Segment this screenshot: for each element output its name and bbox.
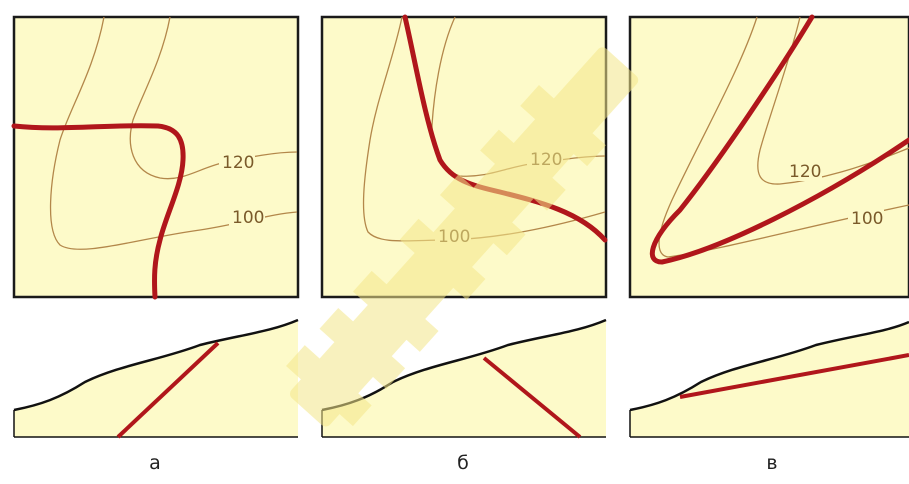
watermark-block-6 [480,129,566,211]
panel-c-contour-label-100: 100 [851,209,883,229]
watermark-block-1 [286,345,372,427]
panel-c-section [629,320,909,438]
panel-a-contour-label-100-bg [229,207,265,227]
panel-a-section [13,318,299,439]
panel-a-section-layer [116,341,220,439]
panel-c-contour-120 [757,16,909,185]
panel-a-label: а [149,452,161,474]
watermark-block-4 [399,218,486,300]
panel-c-section-layer [679,353,909,399]
panel-a-contour-label-120: 120 [222,153,254,173]
panel-a-contour-label-100: 100 [232,208,264,228]
panel-a-contour-label-120-bg [219,152,255,172]
panel-c-contour-100 [658,16,909,258]
panel-c-layer-trace [649,14,909,265]
watermark-block-3 [352,270,439,352]
panel-b-section-body [322,320,606,437]
panel-b-section-surface [321,318,607,412]
panel-b-label: б [457,452,469,474]
panel-c-section-surface [629,320,909,412]
watermark-block-7 [520,85,606,167]
panel-c-label: в [766,452,778,474]
watermark-block-5 [439,174,526,256]
panel-a-contour-100 [49,16,298,250]
watermark-logo [286,47,639,427]
panel-a-layer-trace [11,123,186,300]
watermark-band [289,47,639,427]
panel-b-section-layer [482,356,582,439]
panel-c-contour-label-100-bg [848,208,884,228]
panel-c-contour-label-120-bg [786,161,822,181]
panel-c-map: 120 100 [628,14,909,299]
watermark-block-2 [319,307,406,390]
panel-c-contour-label-120: 120 [789,162,821,182]
panel-a-section-surface [13,318,299,412]
panel-a-section-body [14,320,298,437]
panel-c-map-frame [628,15,909,299]
panel-a-map: 120 100 [11,15,300,300]
